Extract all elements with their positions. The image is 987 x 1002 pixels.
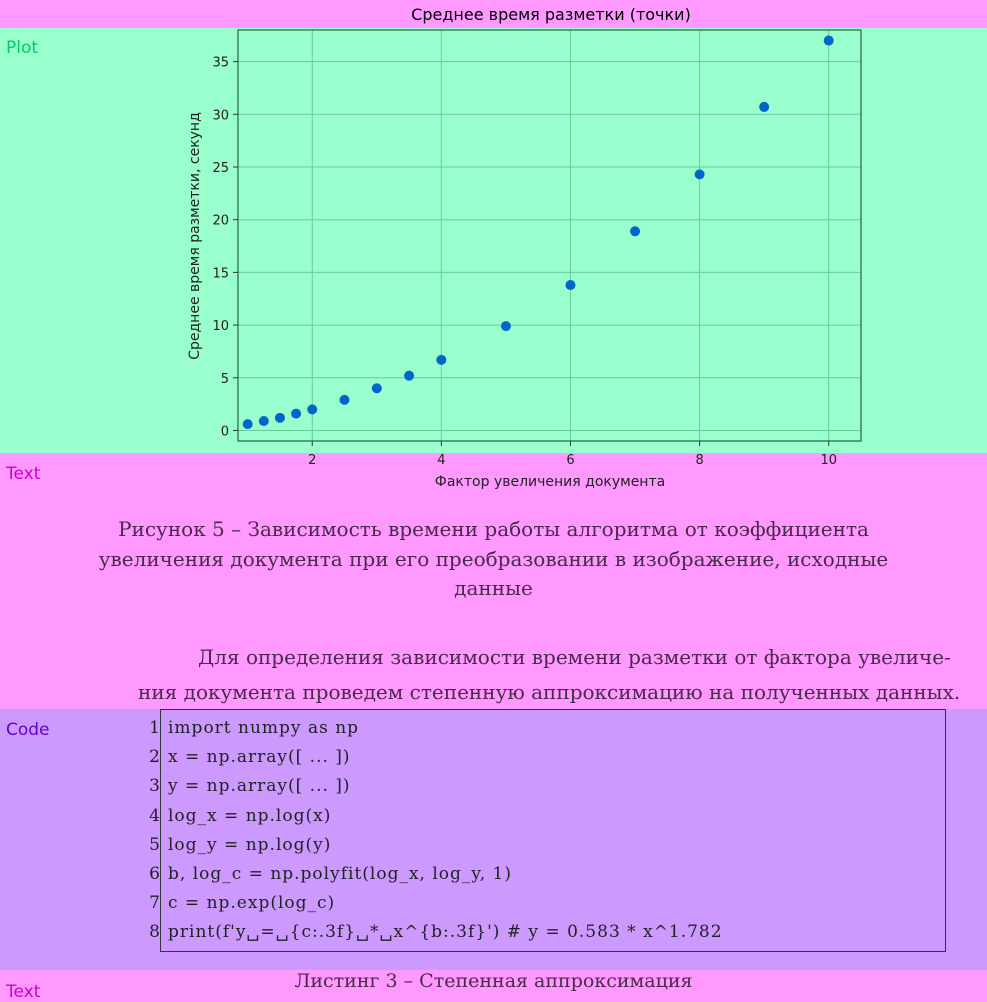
plot-region [0, 28, 987, 453]
data-point [759, 101, 770, 112]
code-region [0, 709, 987, 970]
code-line: import numpy as np [168, 718, 360, 738]
code-line-number: 3 [149, 776, 160, 797]
data-point [242, 419, 253, 430]
chart-title: Среднее время разметки (точки) [411, 5, 691, 24]
data-point [500, 321, 511, 332]
code-line-number: 4 [149, 805, 160, 826]
figure-caption-line-1: Рисунок 5 – Зависимость времени работы а… [118, 517, 869, 541]
listing-caption: Листинг 3 – Степенная аппроксимация [294, 970, 693, 992]
code-line: b, log_c = np.polyfit(log_x, log_y, 1) [168, 864, 513, 884]
text-region-label: Text [6, 464, 41, 484]
data-point [339, 394, 350, 405]
figure-caption-line-2: увеличения документа при его преобразова… [98, 547, 889, 571]
y-tick-label: 15 [212, 266, 229, 281]
code-line-number: 7 [149, 893, 160, 914]
code-line-number: 5 [149, 834, 160, 855]
code-line-number: 2 [149, 747, 160, 768]
figure-caption-line-3: данные [454, 576, 533, 600]
x-tick-label: 4 [437, 453, 445, 468]
data-point [307, 404, 318, 415]
data-point [371, 383, 382, 394]
data-point [823, 35, 834, 46]
y-tick-label: 10 [212, 319, 229, 334]
code-line: log_x = np.log(x) [168, 805, 332, 826]
data-point [258, 415, 269, 426]
y-tick-label: 20 [212, 214, 229, 229]
scatter-chart: Среднее время разметки (точки) 2 4 6 8 10 0 5 1… [187, 5, 862, 490]
plot-area: 2 4 6 8 10 0 5 10 15 20 25 30 35 [212, 29, 862, 468]
y-tick-label: 0 [221, 424, 229, 439]
x-tick-label: 2 [308, 453, 316, 468]
code-line: log_y = np.log(y) [168, 834, 332, 855]
code-line: c = np.exp(log_c) [168, 893, 336, 914]
data-point [404, 370, 415, 381]
y-tick-label: 30 [212, 108, 229, 123]
body-text-line-2: ния документа проведем степенную аппрокс… [138, 680, 961, 704]
data-point [694, 169, 705, 180]
code-line-number: 6 [149, 864, 160, 884]
body-text-line-1: Для определения зависимости времени разм… [198, 645, 951, 669]
code-listing-box [160, 709, 946, 952]
plot-region-label: Plot [6, 38, 39, 58]
code-line-number: 8 [149, 922, 160, 943]
code-region-label: Code [6, 720, 50, 740]
x-axis-label: Фактор увеличения документа [435, 474, 665, 490]
x-tick-label: 8 [695, 453, 703, 468]
y-axis-label: Среднее время разметки, секунд [187, 112, 203, 360]
x-tick-label: 6 [566, 453, 574, 468]
code-line: print(f'y␣=␣{c:.3f}␣*␣x^{b:.3f}') # y = … [168, 922, 723, 943]
y-tick-label: 25 [212, 161, 229, 176]
data-point [565, 280, 576, 291]
y-tick-label: 35 [212, 56, 229, 71]
code-line: x = np.array([ ... ]) [168, 747, 351, 768]
text-region-label-2: Text [6, 982, 41, 1002]
plot-frame [237, 29, 862, 442]
data-point [630, 226, 641, 237]
x-tick-label: 10 [820, 453, 837, 468]
y-tick-label: 5 [221, 372, 229, 387]
data-point [436, 354, 447, 365]
code-line-number: 1 [149, 718, 160, 738]
code-line: y = np.array([ ... ]) [168, 776, 351, 797]
data-point [274, 412, 285, 423]
data-point [291, 408, 302, 419]
